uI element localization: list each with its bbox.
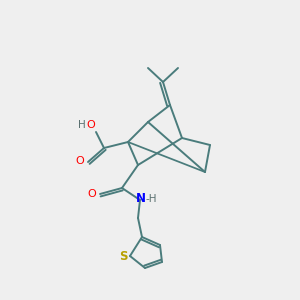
Text: O: O	[76, 156, 84, 166]
Text: O: O	[88, 189, 96, 199]
Text: O: O	[87, 120, 95, 130]
Text: N: N	[136, 193, 146, 206]
Text: H: H	[78, 120, 86, 130]
Text: S: S	[119, 250, 127, 263]
Text: -H: -H	[145, 194, 157, 204]
